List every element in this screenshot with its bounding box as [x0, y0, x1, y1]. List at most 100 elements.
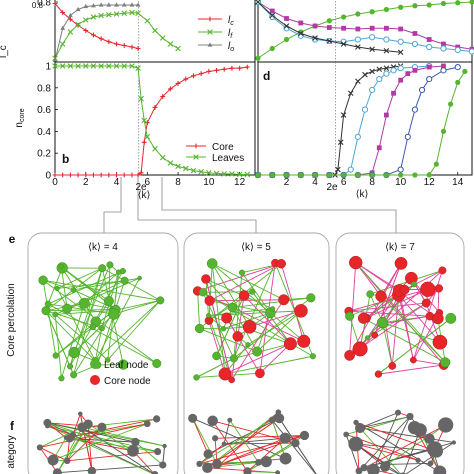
series-2 — [255, 63, 446, 178]
plot-frame — [257, 61, 473, 176]
leaf-node — [229, 354, 238, 363]
network-title: ⟨k⟩ = 4 — [88, 242, 118, 253]
data-point — [340, 41, 347, 47]
category-node — [268, 416, 276, 424]
connector-k7 — [161, 177, 397, 233]
category-node — [212, 435, 219, 442]
data-point — [129, 2, 135, 7]
category-node — [151, 471, 159, 474]
category-node — [275, 409, 282, 416]
edge — [225, 355, 313, 375]
core-node — [432, 312, 444, 325]
edge — [39, 426, 83, 448]
edge — [355, 262, 446, 363]
network-panel-k4: ⟨k⟩ = 4 — [27, 232, 179, 474]
leaf-node — [104, 357, 111, 363]
data-point — [67, 172, 73, 178]
series-line — [258, 65, 444, 176]
edge — [271, 419, 286, 459]
data-point — [160, 94, 166, 99]
data-point — [75, 6, 81, 12]
edge — [135, 441, 164, 466]
data-point — [455, 79, 461, 85]
edge — [355, 262, 445, 366]
edge — [207, 417, 280, 455]
category-node — [127, 444, 139, 457]
edge — [47, 425, 158, 452]
data-point — [213, 170, 220, 177]
core-node — [434, 284, 444, 293]
data-point — [159, 154, 166, 161]
network-title: ⟨k⟩ = 7 — [385, 242, 415, 253]
edge — [232, 297, 311, 309]
data-point — [269, 45, 275, 52]
data-point — [412, 172, 418, 178]
data-point — [114, 2, 119, 7]
category-node — [203, 449, 213, 459]
leaf-node — [376, 316, 389, 329]
node-legend: Leaf node Core node — [90, 359, 151, 387]
data-point — [129, 63, 135, 69]
edge — [345, 434, 360, 472]
data-point — [114, 41, 119, 47]
data-point — [59, 63, 66, 69]
series-line — [257, 1, 473, 59]
data-point — [83, 28, 89, 33]
data-point — [175, 81, 181, 86]
core-node — [255, 368, 265, 379]
edge — [380, 296, 393, 367]
data-point — [369, 34, 376, 41]
data-point — [426, 37, 432, 42]
edge — [349, 294, 399, 317]
data-point — [255, 55, 261, 61]
data-point — [326, 38, 333, 44]
edge — [219, 411, 279, 466]
edge — [271, 419, 317, 474]
data-point — [405, 71, 411, 77]
data-point — [369, 172, 375, 178]
edge — [241, 272, 271, 314]
data-point — [144, 134, 151, 140]
legend-marker — [193, 154, 199, 160]
data-point — [462, 68, 468, 75]
x-tick-label: 8 — [175, 177, 181, 188]
data-point — [60, 172, 66, 178]
category-node — [159, 461, 167, 469]
category-node — [394, 409, 402, 416]
edge — [223, 420, 231, 444]
edge — [45, 308, 116, 312]
data-point — [440, 128, 447, 134]
leaf-node — [212, 351, 221, 361]
edge — [205, 278, 233, 380]
y-tick-label: 0.8 — [37, 0, 51, 9]
leaf-node — [108, 308, 120, 320]
edge — [348, 288, 428, 312]
data-point — [326, 18, 332, 24]
series-l_o — [52, 2, 141, 63]
network-panel-k7: ⟨k⟩ = 7 — [335, 232, 465, 474]
legend-marker — [207, 16, 213, 22]
leaf-node — [54, 285, 60, 291]
edge — [65, 418, 157, 439]
leaf-node — [194, 323, 205, 334]
category-node — [274, 413, 285, 424]
data-point — [90, 14, 97, 20]
data-point — [221, 66, 227, 72]
series-line — [55, 66, 248, 176]
series-line — [258, 66, 458, 176]
core-ylabel-main: n — [14, 122, 25, 128]
edge — [349, 263, 402, 356]
edge — [205, 278, 233, 308]
series-l_f — [52, 9, 181, 62]
edge — [47, 425, 74, 436]
leaf-node — [364, 335, 371, 341]
y-tick-label: 0 — [45, 171, 51, 182]
data-point — [398, 172, 404, 178]
category-node — [36, 444, 43, 451]
data-point — [255, 0, 261, 5]
data-point — [144, 17, 151, 24]
x-tick-label: 6 — [341, 177, 347, 188]
leaf-node — [193, 374, 200, 381]
data-point — [113, 63, 120, 69]
data-point — [152, 105, 158, 110]
